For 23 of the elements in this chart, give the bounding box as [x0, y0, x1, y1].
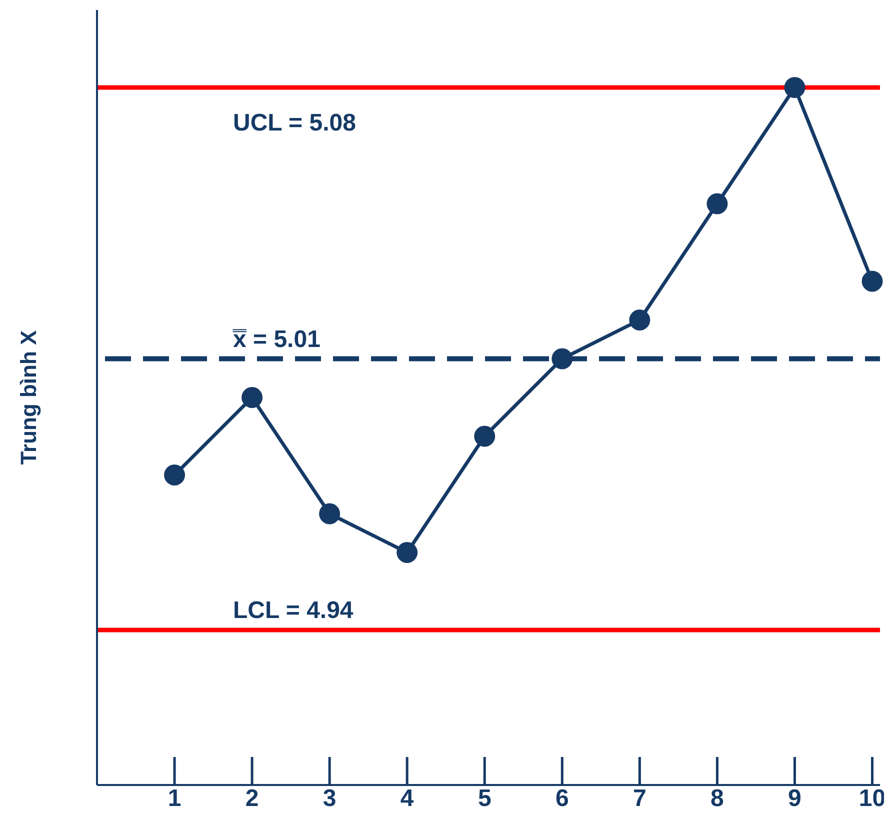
point: [784, 77, 806, 98]
x-tick-label: 1: [168, 785, 182, 812]
ref-line-label: x̿ = 5.01: [232, 326, 320, 353]
point: [319, 503, 340, 524]
x-tick-label: 3: [322, 785, 336, 812]
x-tick-label: 2: [245, 785, 259, 812]
ref-line-label: LCL = 4.94: [233, 597, 354, 624]
x-tick-label: 8: [710, 785, 724, 812]
point: [396, 542, 418, 563]
point: [164, 464, 186, 486]
point: [629, 310, 650, 330]
point: [474, 426, 496, 447]
point: [706, 193, 728, 214]
point: [552, 348, 573, 370]
point: [242, 387, 263, 408]
point: [862, 270, 883, 292]
x-tick-label: 6: [555, 785, 569, 812]
y-axis-title: Trung bình X: [16, 330, 41, 465]
x-tick-label: 7: [632, 785, 646, 812]
x-tick-label: 4: [400, 785, 414, 812]
ref-line-label: UCL = 5.08: [233, 110, 356, 136]
x-tick-label: 5: [478, 785, 492, 812]
x-tick-label: 9: [788, 785, 802, 812]
